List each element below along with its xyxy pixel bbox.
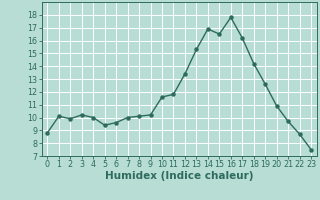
X-axis label: Humidex (Indice chaleur): Humidex (Indice chaleur) [105, 171, 253, 181]
